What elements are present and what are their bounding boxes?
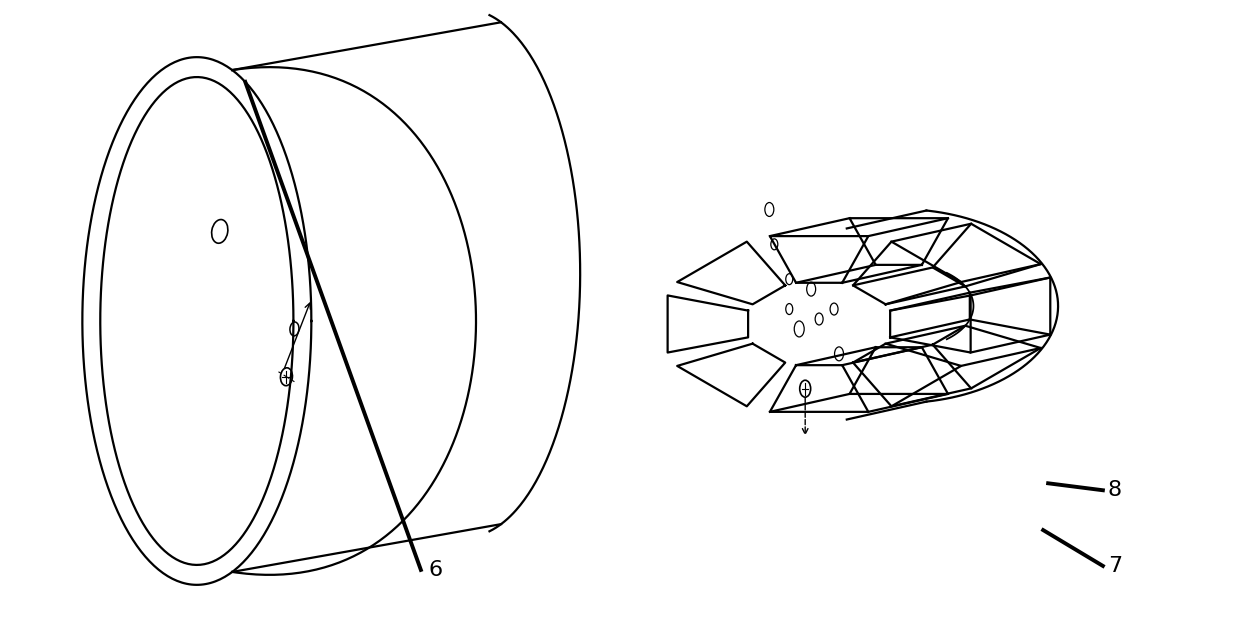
Text: 6: 6 [429,560,444,580]
Text: 7: 7 [1108,556,1123,576]
Text: 8: 8 [1108,481,1123,500]
